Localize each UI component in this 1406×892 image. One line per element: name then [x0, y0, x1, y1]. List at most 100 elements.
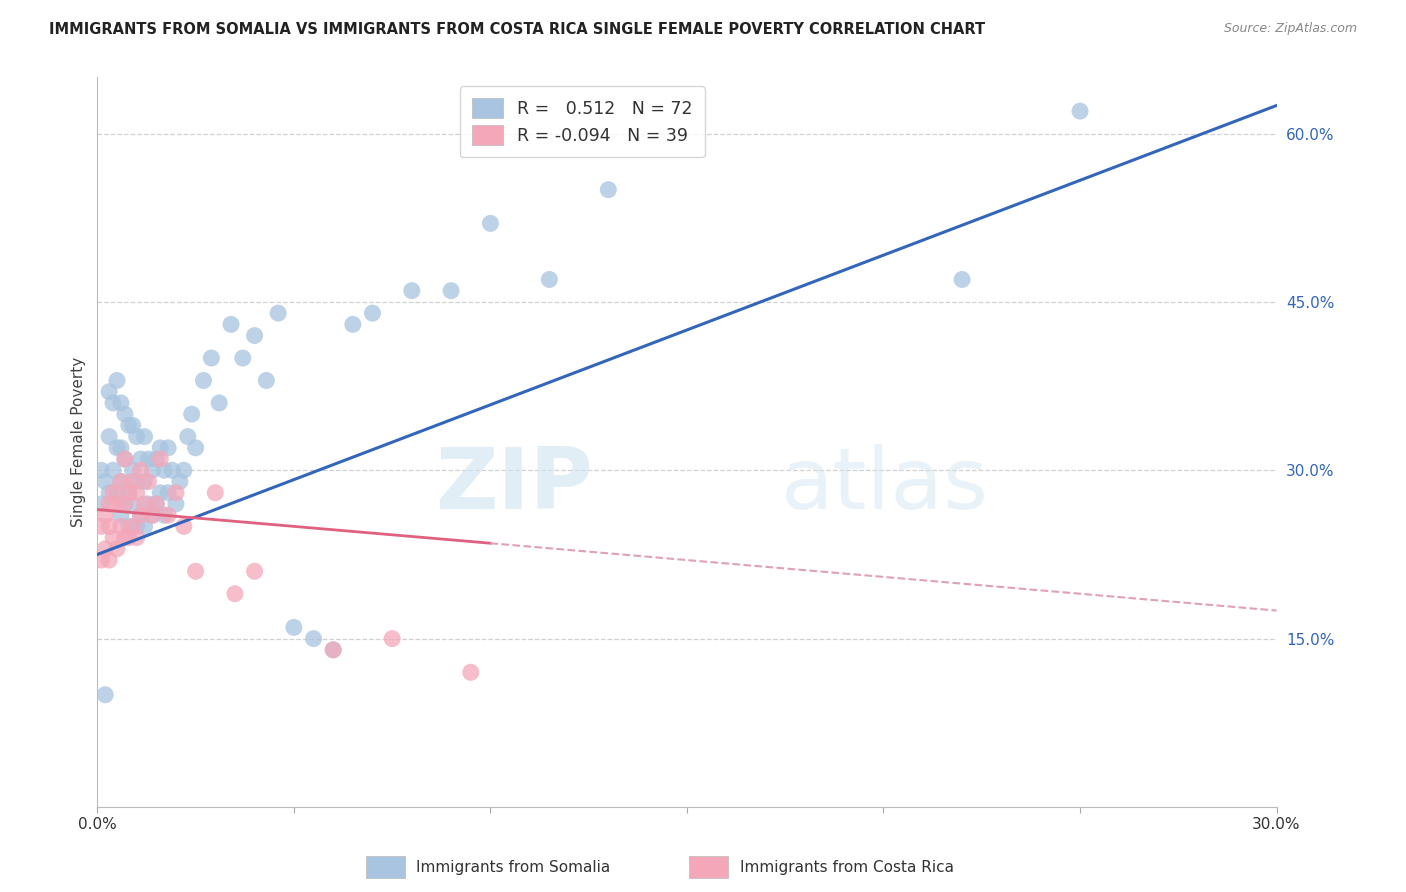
Point [153, 508, 176, 523]
Point [283, 620, 305, 634]
Point [141, 463, 163, 477]
Point [141, 508, 163, 523]
Point [440, 284, 463, 298]
Point [184, 441, 207, 455]
Point [157, 441, 180, 455]
Point [460, 665, 482, 680]
Point [101, 463, 124, 477]
Point [177, 429, 200, 443]
Text: Source: ZipAtlas.com: Source: ZipAtlas.com [1223, 22, 1357, 36]
Point [598, 183, 620, 197]
Point [105, 497, 128, 511]
Point [118, 418, 141, 433]
Point [94, 475, 117, 489]
Point [105, 441, 128, 455]
Y-axis label: Single Female Poverty: Single Female Poverty [72, 357, 86, 527]
Point [479, 216, 502, 230]
Text: Immigrants from Somalia: Immigrants from Somalia [416, 860, 610, 874]
Point [165, 497, 187, 511]
Point [129, 508, 152, 523]
Point [232, 351, 254, 365]
Point [118, 519, 141, 533]
Text: Immigrants from Costa Rica: Immigrants from Costa Rica [740, 860, 953, 874]
Text: atlas: atlas [782, 444, 990, 527]
Point [129, 463, 152, 477]
Point [105, 485, 128, 500]
Point [224, 587, 246, 601]
Point [267, 306, 290, 320]
Point [322, 643, 344, 657]
Point [145, 452, 167, 467]
Point [114, 531, 136, 545]
Point [157, 508, 180, 523]
Point [381, 632, 404, 646]
Point [94, 688, 117, 702]
Point [90, 497, 112, 511]
Point [134, 475, 156, 489]
Point [121, 497, 143, 511]
Text: ZIP: ZIP [434, 444, 592, 527]
Point [1069, 104, 1091, 119]
Point [169, 475, 191, 489]
Point [243, 328, 266, 343]
Point [101, 396, 124, 410]
Point [121, 463, 143, 477]
Point [134, 429, 156, 443]
Point [243, 564, 266, 578]
Point [208, 396, 231, 410]
Point [149, 452, 172, 467]
Point [114, 497, 136, 511]
Point [134, 497, 156, 511]
Point [302, 632, 325, 646]
Point [114, 452, 136, 467]
Point [90, 463, 112, 477]
Point [204, 485, 226, 500]
Point [110, 508, 132, 523]
Point [180, 407, 202, 421]
Point [98, 485, 121, 500]
Point [165, 485, 187, 500]
Point [125, 531, 148, 545]
Point [153, 463, 176, 477]
Point [110, 519, 132, 533]
Point [129, 452, 152, 467]
Point [145, 497, 167, 511]
Point [538, 272, 561, 286]
Point [173, 519, 195, 533]
Point [141, 508, 163, 523]
Point [98, 497, 121, 511]
Point [90, 553, 112, 567]
Point [98, 429, 121, 443]
Point [125, 475, 148, 489]
Legend: R =   0.512   N = 72, R = -0.094   N = 39: R = 0.512 N = 72, R = -0.094 N = 39 [460, 87, 704, 158]
Point [125, 429, 148, 443]
Point [125, 485, 148, 500]
Point [110, 475, 132, 489]
Point [184, 564, 207, 578]
Point [110, 441, 132, 455]
Point [114, 407, 136, 421]
Point [149, 441, 172, 455]
Point [105, 374, 128, 388]
Point [98, 553, 121, 567]
Point [361, 306, 384, 320]
Point [121, 418, 143, 433]
Point [219, 318, 242, 332]
Point [157, 485, 180, 500]
Point [121, 475, 143, 489]
Point [134, 519, 156, 533]
Point [138, 452, 160, 467]
Point [254, 374, 277, 388]
Point [129, 508, 152, 523]
Point [121, 519, 143, 533]
Point [149, 485, 172, 500]
Point [118, 531, 141, 545]
Point [145, 497, 167, 511]
Point [98, 519, 121, 533]
Point [118, 485, 141, 500]
Point [114, 497, 136, 511]
Point [98, 384, 121, 399]
Point [90, 519, 112, 533]
Point [125, 519, 148, 533]
Point [94, 508, 117, 523]
